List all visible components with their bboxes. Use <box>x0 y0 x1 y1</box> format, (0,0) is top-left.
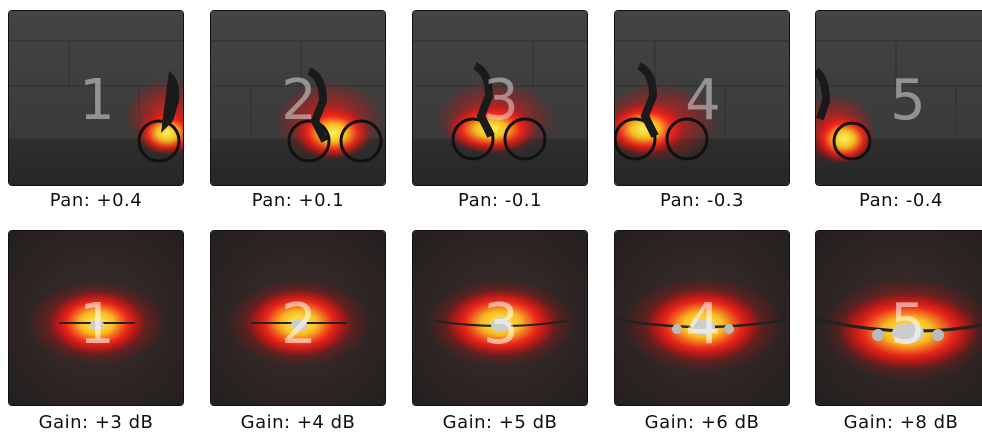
pan-caption-5: Pan: -0.4 <box>859 190 943 211</box>
frame-number: 5 <box>890 292 926 357</box>
airplane-frame-5: 5 <box>815 230 982 406</box>
airplane-frame-3: 3 <box>412 230 588 406</box>
pan-caption-1: Pan: +0.4 <box>49 190 143 211</box>
pan-caption-4: Pan: -0.3 <box>660 190 744 211</box>
pan-caption-2: Pan: +0.1 <box>251 190 345 211</box>
frame-number: 1 <box>79 292 115 357</box>
airplane-frame-2: 2 <box>210 230 386 406</box>
bicycle-frame-2: 2 <box>210 10 386 186</box>
frame-number: 3 <box>483 292 519 357</box>
bicycle-frame-4: 4 <box>614 10 790 186</box>
frame-number: 4 <box>685 68 721 133</box>
gain-caption-4: Gain: +6 dB <box>644 412 760 433</box>
frame-number: 3 <box>483 68 519 133</box>
gain-caption-5: Gain: +8 dB <box>843 412 959 433</box>
bicycle-frame-1: 1 <box>8 10 184 186</box>
frame-number: 2 <box>281 292 317 357</box>
gain-caption-2: Gain: +4 dB <box>240 412 356 433</box>
bicycle-frame-5: 5 <box>815 10 982 186</box>
frame-number: 1 <box>79 68 115 133</box>
bicycle-frame-3: 3 <box>412 10 588 186</box>
frame-number: 2 <box>281 68 317 133</box>
frame-number: 4 <box>685 292 721 357</box>
frame-number: 5 <box>890 68 926 133</box>
gain-caption-3: Gain: +5 dB <box>442 412 558 433</box>
airplane-frame-4: 4 <box>614 230 790 406</box>
pan-caption-3: Pan: -0.1 <box>458 190 542 211</box>
airplane-frame-1: 1 <box>8 230 184 406</box>
gain-caption-1: Gain: +3 dB <box>38 412 154 433</box>
